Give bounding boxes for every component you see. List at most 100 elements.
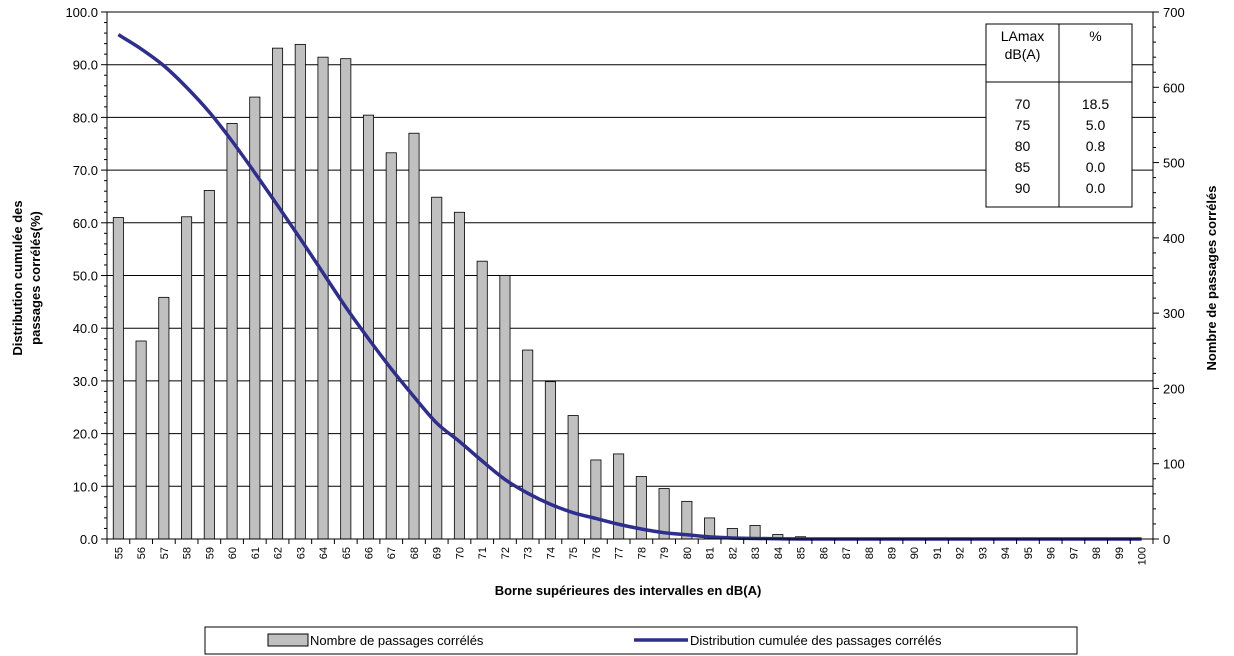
bar bbox=[385, 152, 397, 540]
inset-table-cell: 80 bbox=[1015, 138, 1031, 154]
x-tick-label: 98 bbox=[1091, 547, 1103, 559]
x-tick-label: 91 bbox=[932, 547, 944, 559]
x-tick-label: 55 bbox=[113, 547, 125, 559]
bar bbox=[431, 196, 443, 540]
x-tick-label: 87 bbox=[841, 547, 853, 559]
inset-table-cell: 90 bbox=[1015, 180, 1031, 196]
left-tick-label: 40.0 bbox=[73, 321, 98, 336]
bar bbox=[158, 296, 170, 540]
x-tick-label: 90 bbox=[909, 547, 921, 559]
left-tick-label: 90.0 bbox=[73, 58, 98, 73]
bar bbox=[112, 217, 124, 540]
x-tick-label: 67 bbox=[386, 547, 398, 559]
x-axis-title: Borne supérieures des intervalles en dB(… bbox=[495, 583, 762, 598]
bar bbox=[362, 114, 375, 540]
x-tick-label: 68 bbox=[409, 547, 421, 559]
left-axis-title: Distribution cumulée des bbox=[10, 200, 25, 355]
bar bbox=[226, 123, 238, 540]
right-tick-label: 700 bbox=[1163, 5, 1185, 20]
x-tick-label: 97 bbox=[1068, 547, 1080, 559]
inset-table-cell: 75 bbox=[1015, 117, 1031, 133]
inset-table-cell: 85 bbox=[1015, 159, 1031, 175]
left-tick-label: 50.0 bbox=[73, 269, 98, 284]
right-axis-ticks: 0 100 200 300 400 500 600 700 bbox=[1153, 5, 1185, 547]
bar bbox=[476, 260, 488, 540]
x-tick-label: 100 bbox=[1137, 547, 1149, 565]
inset-table-header: % bbox=[1089, 28, 1101, 44]
x-tick-label: 57 bbox=[159, 547, 171, 559]
x-tick-label: 73 bbox=[523, 547, 535, 559]
x-tick-label: 63 bbox=[295, 547, 307, 559]
inset-table-header: dB(A) bbox=[1005, 46, 1041, 62]
x-tick-label: 99 bbox=[1114, 547, 1126, 559]
legend-bar-swatch bbox=[267, 633, 309, 647]
left-axis-ticks: 0.0 10.0 20.0 30.0 40.0 50.0 60.0 70.0 80.0 90.0 1… bbox=[65, 5, 107, 547]
inset-table-header: LAmax bbox=[1001, 28, 1045, 44]
x-tick-label: 69 bbox=[432, 547, 444, 559]
left-tick-label: 10.0 bbox=[73, 479, 98, 494]
x-tick-label: 88 bbox=[864, 547, 876, 559]
bar bbox=[590, 459, 602, 540]
x-tick-label: 75 bbox=[568, 547, 580, 559]
bar bbox=[249, 96, 261, 540]
bar bbox=[294, 43, 306, 540]
legend: Nombre de passages corrélés Distribution… bbox=[204, 626, 1078, 655]
x-tick-label: 89 bbox=[887, 547, 899, 559]
bar bbox=[544, 381, 556, 540]
right-tick-label: 300 bbox=[1163, 306, 1185, 321]
x-tick-label: 81 bbox=[705, 547, 717, 559]
inset-table-cell: 5.0 bbox=[1086, 117, 1106, 133]
right-tick-label: 100 bbox=[1163, 457, 1185, 472]
left-tick-label: 20.0 bbox=[73, 427, 98, 442]
right-tick-label: 400 bbox=[1163, 231, 1185, 246]
x-tick-label: 65 bbox=[341, 547, 353, 559]
x-tick-label: 64 bbox=[318, 547, 330, 559]
x-tick-label: 77 bbox=[614, 547, 626, 559]
bar bbox=[408, 132, 420, 540]
x-tick-label: 79 bbox=[659, 547, 671, 559]
x-tick-label: 92 bbox=[955, 547, 967, 559]
bar bbox=[567, 415, 579, 540]
bar bbox=[499, 275, 511, 540]
left-tick-label: 30.0 bbox=[73, 374, 98, 389]
left-tick-label: 60.0 bbox=[73, 216, 98, 231]
right-tick-label: 600 bbox=[1163, 80, 1185, 95]
right-tick-label: 0 bbox=[1163, 532, 1170, 547]
left-axis-title-line2: passages corrélés(%) bbox=[28, 211, 43, 345]
left-tick-label: 80.0 bbox=[73, 110, 98, 125]
inset-table-cell: 0.0 bbox=[1086, 180, 1106, 196]
bar bbox=[522, 349, 534, 540]
legend-line-label: Distribution cumulée des passages corrél… bbox=[690, 633, 942, 648]
x-tick-label: 60 bbox=[227, 547, 239, 559]
x-tick-label: 66 bbox=[364, 547, 376, 559]
bar bbox=[317, 56, 329, 540]
x-tick-label: 95 bbox=[1023, 547, 1035, 559]
x-tick-label: 86 bbox=[818, 547, 830, 559]
inset-table-cell: 0.8 bbox=[1086, 138, 1106, 154]
x-tick-label: 58 bbox=[182, 547, 194, 559]
x-tick-label: 61 bbox=[250, 547, 262, 559]
x-tick-label: 74 bbox=[545, 547, 557, 559]
left-tick-label: 70.0 bbox=[73, 163, 98, 178]
left-tick-label: 100.0 bbox=[65, 5, 98, 20]
x-tick-label: 94 bbox=[1000, 547, 1012, 559]
x-tick-label: 62 bbox=[273, 547, 285, 559]
inset-table: LAmax dB(A)% 70 18.5 75 5.0 80 0.8 85 0.0 90 0.0 bbox=[985, 23, 1133, 208]
legend-bar-label: Nombre de passages corrélés bbox=[310, 633, 484, 648]
x-tick-label: 72 bbox=[500, 547, 512, 559]
x-tick-label: 71 bbox=[477, 547, 489, 559]
bar-series bbox=[112, 43, 1034, 540]
bar bbox=[453, 211, 465, 540]
right-axis-title: Nombre de passages corrélés bbox=[1204, 186, 1219, 371]
x-tick-label: 84 bbox=[773, 547, 785, 559]
bar bbox=[135, 340, 147, 540]
bar bbox=[272, 47, 284, 540]
x-tick-label: 70 bbox=[454, 547, 466, 559]
inset-table-cell: 18.5 bbox=[1082, 96, 1109, 112]
right-tick-label: 500 bbox=[1163, 156, 1185, 171]
x-tick-label: 85 bbox=[796, 547, 808, 559]
x-tick-label: 56 bbox=[136, 547, 148, 559]
x-axis-ticks: 55 56 57 58 59 60 61 62 63 64 65 66 67 68 69 70 71 72 73 74… bbox=[106, 539, 1154, 565]
x-tick-label: 59 bbox=[204, 547, 216, 559]
